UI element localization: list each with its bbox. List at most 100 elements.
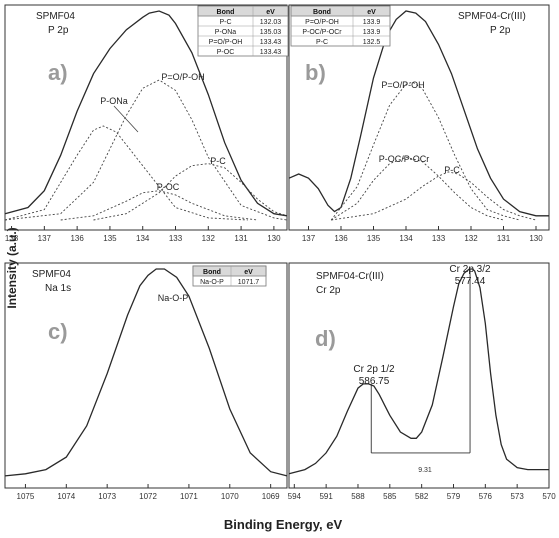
panel-d: 594 591 588 585 582 579 576 573 570 SPMF04-Cr(III…: [288, 262, 556, 501]
component-label: P-OC: [157, 182, 180, 192]
table-header-cell: eV: [244, 269, 253, 276]
peak-label: Cr 2p 3/2: [449, 264, 491, 275]
table-cell: P-C: [316, 39, 328, 46]
x-tick-label: 133: [169, 234, 183, 243]
x-tick-label: 138: [5, 234, 19, 243]
table-header-cell: Bond: [203, 269, 221, 276]
table-cell: 133.9: [363, 29, 381, 36]
sample-label: SPMF04-Cr(III): [316, 271, 384, 282]
x-tick-label: 591: [319, 492, 333, 501]
bond-table: Bond eV P-C 132.03 P-ONa 135.03 P=O/P-OH 133.43…: [197, 5, 289, 57]
component-curve: [330, 81, 520, 221]
table-cell: 133.43: [260, 39, 282, 46]
x-tick-label: 573: [510, 492, 524, 501]
component-label: P-C: [210, 156, 226, 166]
panel-letter: d): [315, 326, 336, 351]
x-tick-label: 130: [267, 234, 281, 243]
table-cell: P-ONa: [215, 29, 237, 36]
annotation-leader: [113, 105, 139, 133]
x-tick-label: 135: [367, 234, 381, 243]
bond-table: Bond eV P=O/P-OH 133.9 P-OC/P-OCr 133.9 P-C 132…: [290, 5, 391, 47]
table-header-cell: eV: [367, 9, 376, 16]
x-tick-label: 134: [136, 234, 150, 243]
x-tick-label: 136: [70, 234, 84, 243]
table-cell: P=O/P-OH: [209, 39, 243, 46]
component-label: P=O/P-OH: [161, 72, 204, 82]
y-axis-label: Intensity (a.u.): [5, 227, 19, 308]
region-label: P 2p: [490, 25, 511, 36]
sample-label: SPMF04-Cr(III): [458, 11, 526, 22]
x-tick-label: 132: [464, 234, 478, 243]
plot-frame: [4, 262, 288, 489]
panel-letter: a): [48, 60, 68, 85]
envelope-curve: [288, 268, 549, 475]
x-axis-label: Binding Energy, eV: [224, 517, 343, 532]
envelope-curve: [288, 10, 549, 217]
region-label: Na 1s: [45, 283, 71, 294]
x-tick-label: 132: [202, 234, 216, 243]
region-label: P 2p: [48, 25, 69, 36]
component-label: P=O/P-OH: [381, 80, 424, 90]
x-tick-label: 136: [334, 234, 348, 243]
component-curve: [93, 163, 288, 221]
x-tick-label: 570: [542, 492, 556, 501]
table-header-cell: Bond: [217, 9, 235, 16]
table-cell: P-C: [219, 19, 231, 26]
component-curve: [331, 171, 537, 221]
x-tick-label: 1070: [221, 492, 239, 501]
sample-label: SPMF04: [36, 11, 75, 22]
table-cell: 135.03: [260, 29, 282, 36]
table-cell: P=O/P-OH: [305, 19, 339, 26]
table-cell: 132.5: [363, 39, 381, 46]
envelope-curve: [4, 10, 288, 217]
peak-label: Cr 2p 1/2: [353, 364, 395, 375]
x-tick-label: 588: [351, 492, 365, 501]
x-tick-label: 137: [38, 234, 52, 243]
table-cell: P-OC/P-OCr: [302, 29, 342, 36]
envelope-curve: [4, 268, 288, 477]
x-tick-label: 134: [399, 234, 413, 243]
x-tick-label: 1072: [139, 492, 157, 501]
x-tick-label: 1073: [98, 492, 116, 501]
table-cell: 133.43: [260, 49, 282, 56]
panels: 138 137 136 135 134 133 132 131 130 SPMF04 P 2p a) P…: [4, 4, 556, 501]
panel-letter: c): [48, 319, 68, 344]
component-label: P-OC/P-OCr: [379, 154, 430, 164]
x-tick-label: 131: [497, 234, 511, 243]
component-label: P-ONa: [100, 96, 128, 106]
sample-label: SPMF04: [32, 269, 71, 280]
table-cell: P-OC: [217, 49, 235, 56]
plot-frame: [288, 4, 550, 231]
panel-c: 1075 1074 1073 1072 1071 1070 1069 SPMF04 Na 1s c…: [4, 262, 288, 501]
region-label: Cr 2p: [316, 285, 341, 296]
x-tick-label: 135: [103, 234, 117, 243]
component-label: P-C: [444, 165, 460, 175]
x-tick-label: 137: [302, 234, 316, 243]
component-curve: [4, 79, 288, 221]
component-curve: [330, 156, 504, 221]
x-tick-label: 1069: [262, 492, 280, 501]
x-tick-label: 1075: [17, 492, 35, 501]
x-tick-label: 1071: [180, 492, 198, 501]
peak-value: 586.75: [359, 376, 390, 387]
panel-a: 138 137 136 135 134 133 132 131 130 SPMF04 P 2p a) P…: [4, 4, 289, 243]
x-tick-label: 131: [234, 234, 248, 243]
x-tick-label: 594: [288, 492, 302, 501]
component-label: Na-O-P: [158, 293, 189, 303]
x-tick-label: 579: [447, 492, 461, 501]
panel-letter: b): [305, 60, 326, 85]
x-tick-label: 1074: [57, 492, 75, 501]
table-cell: 1071.7: [238, 279, 260, 286]
x-tick-label: 582: [415, 492, 429, 501]
splitting-value: 9.31: [418, 467, 432, 474]
table-cell: 132.03: [260, 19, 282, 26]
table-cell: Na-O-P: [200, 279, 224, 286]
plot-frame: [288, 262, 550, 489]
component-curve: [60, 190, 258, 221]
x-tick-label: 130: [529, 234, 543, 243]
component-curve: [4, 125, 248, 221]
peak-value: 577.44: [455, 276, 486, 287]
plot-frame: [4, 4, 288, 231]
x-tick-label: 133: [432, 234, 446, 243]
